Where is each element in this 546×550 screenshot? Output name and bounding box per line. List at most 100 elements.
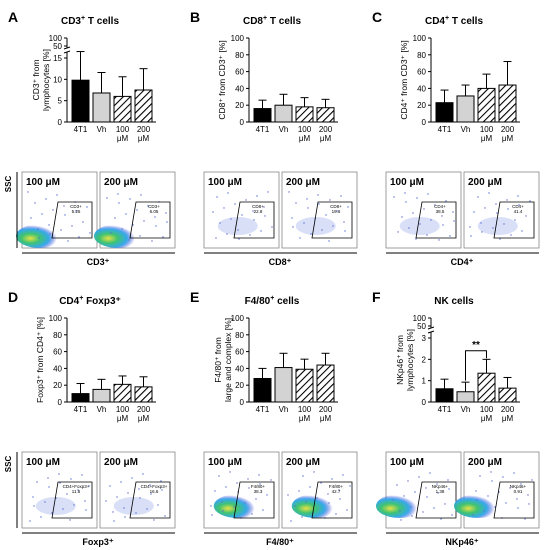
y-tick-label: 0 [58, 118, 63, 127]
flow-gate-value: 5.25 [72, 209, 81, 214]
x-tick-label: μM [502, 414, 514, 423]
flow-event-dot [490, 471, 492, 473]
flow-event-dot [85, 509, 87, 511]
flow-gate-label: NKp46+ [432, 484, 449, 489]
flow-event-dot [309, 486, 311, 488]
flow-event-dot [256, 195, 258, 197]
y-tick-label: 5 [58, 97, 63, 106]
flow-event-dot [142, 473, 144, 475]
flow-event-dot [140, 194, 142, 196]
flow-plot-concentration: 100 μM [208, 457, 242, 468]
bar [113, 95, 132, 123]
panel-title: CD4+ Foxp3⁺ [59, 295, 121, 307]
y-tick-label: 2 [422, 355, 427, 364]
flow-event-dot [397, 231, 399, 233]
flow-event-dot [328, 502, 330, 504]
flow-event-dot [442, 224, 444, 226]
flow-event-dot [259, 483, 261, 485]
flow-event-dot [496, 212, 498, 214]
flow-event-dot [349, 485, 351, 487]
flow-event-dot [252, 210, 254, 212]
flow-event-dot [444, 503, 446, 505]
flow-event-dot [51, 512, 53, 514]
flow-event-dot [62, 508, 64, 510]
flow-plot-frame [463, 171, 540, 249]
flow-y-axis-label: SSC [4, 456, 13, 473]
flow-event-dot [513, 472, 515, 474]
panel-c: C CD4+ T cells 0 20 40 60 80 100 CD4⁺ from CD3⁺ … [372, 9, 540, 267]
flow-event-dot [69, 519, 71, 521]
bar [456, 95, 475, 123]
flow-event-dot [316, 497, 318, 499]
flow-plot-concentration: 200 μM [468, 457, 502, 468]
flow-gate-label: CD4+ [512, 204, 524, 209]
x-tick-label: μM [481, 134, 493, 143]
flow-plot-concentration: 100 μM [26, 177, 60, 188]
bar [435, 102, 454, 123]
flow-gate [415, 201, 457, 239]
flow-event-dot [75, 210, 77, 212]
flow-event-dot [236, 482, 238, 484]
flow-event-dot [412, 212, 414, 214]
flow-event-dot [271, 226, 273, 228]
flow-event-dot [29, 520, 31, 522]
flow-event-dot [448, 488, 450, 490]
flow-event-dot [44, 501, 46, 503]
flow-event-dot [328, 240, 330, 242]
flow-event-dot [37, 228, 39, 230]
bar [316, 107, 335, 123]
flow-event-cloud [454, 494, 502, 518]
flow-event-dot [216, 196, 218, 198]
flow-event-dot [505, 502, 507, 504]
flow-event-dot [438, 239, 440, 241]
flow-gate [415, 481, 457, 519]
flow-event-dot [166, 221, 168, 223]
flow-event-dot [517, 507, 519, 509]
flow-plot-concentration: 100 μM [208, 177, 242, 188]
flow-event-cloud [399, 217, 440, 235]
y-tick-label: 40 [417, 84, 426, 93]
flow-event-dot [423, 208, 425, 210]
flow-event-dot [47, 477, 49, 479]
flow-event-dot [405, 201, 407, 203]
flow-event-dot [393, 196, 395, 198]
flow-event-dot [157, 504, 159, 506]
panel-letter: A [8, 9, 18, 25]
x-tick-label: μM [299, 134, 311, 143]
flow-event-dot [447, 479, 449, 481]
flow-gate [129, 481, 171, 519]
y-tick-label: 80 [235, 331, 244, 340]
flow-plot-concentration: 200 μM [286, 177, 320, 188]
flow-event-dot [215, 237, 217, 239]
flow-event-dot [211, 514, 213, 516]
flow-event-dot [221, 501, 223, 503]
flow-event-dot [392, 499, 394, 501]
flow-event-dot [303, 222, 305, 224]
flow-y-axis-label: SSC [4, 176, 13, 193]
flow-event-dot [266, 494, 268, 496]
flow-x-axis-label: CD4⁺ [451, 257, 474, 267]
flow-event-dot [476, 499, 478, 501]
flow-event-dot [347, 206, 349, 208]
x-tick-label: 100 [298, 405, 312, 414]
y-tick-label: 10 [53, 75, 62, 84]
flow-event-dot [32, 496, 34, 498]
flow-gate-value: 42.7 [332, 489, 341, 494]
flow-event-dot [218, 475, 220, 477]
flow-event-dot [138, 488, 140, 490]
flow-event-dot [66, 493, 68, 495]
flow-event-dot [161, 489, 163, 491]
flow-event-dot [346, 509, 348, 511]
flow-gate-label: F4/80+ [251, 484, 266, 489]
y-tick-label: 0 [240, 398, 245, 407]
flow-event-dot [491, 480, 493, 482]
flow-event-dot [139, 497, 141, 499]
x-tick-label: μM [117, 134, 129, 143]
bar [253, 377, 272, 403]
y-tick-label: 100 [413, 34, 427, 43]
flow-event-dot [58, 473, 60, 475]
flow-event-dot [160, 480, 162, 482]
bar [92, 92, 111, 123]
